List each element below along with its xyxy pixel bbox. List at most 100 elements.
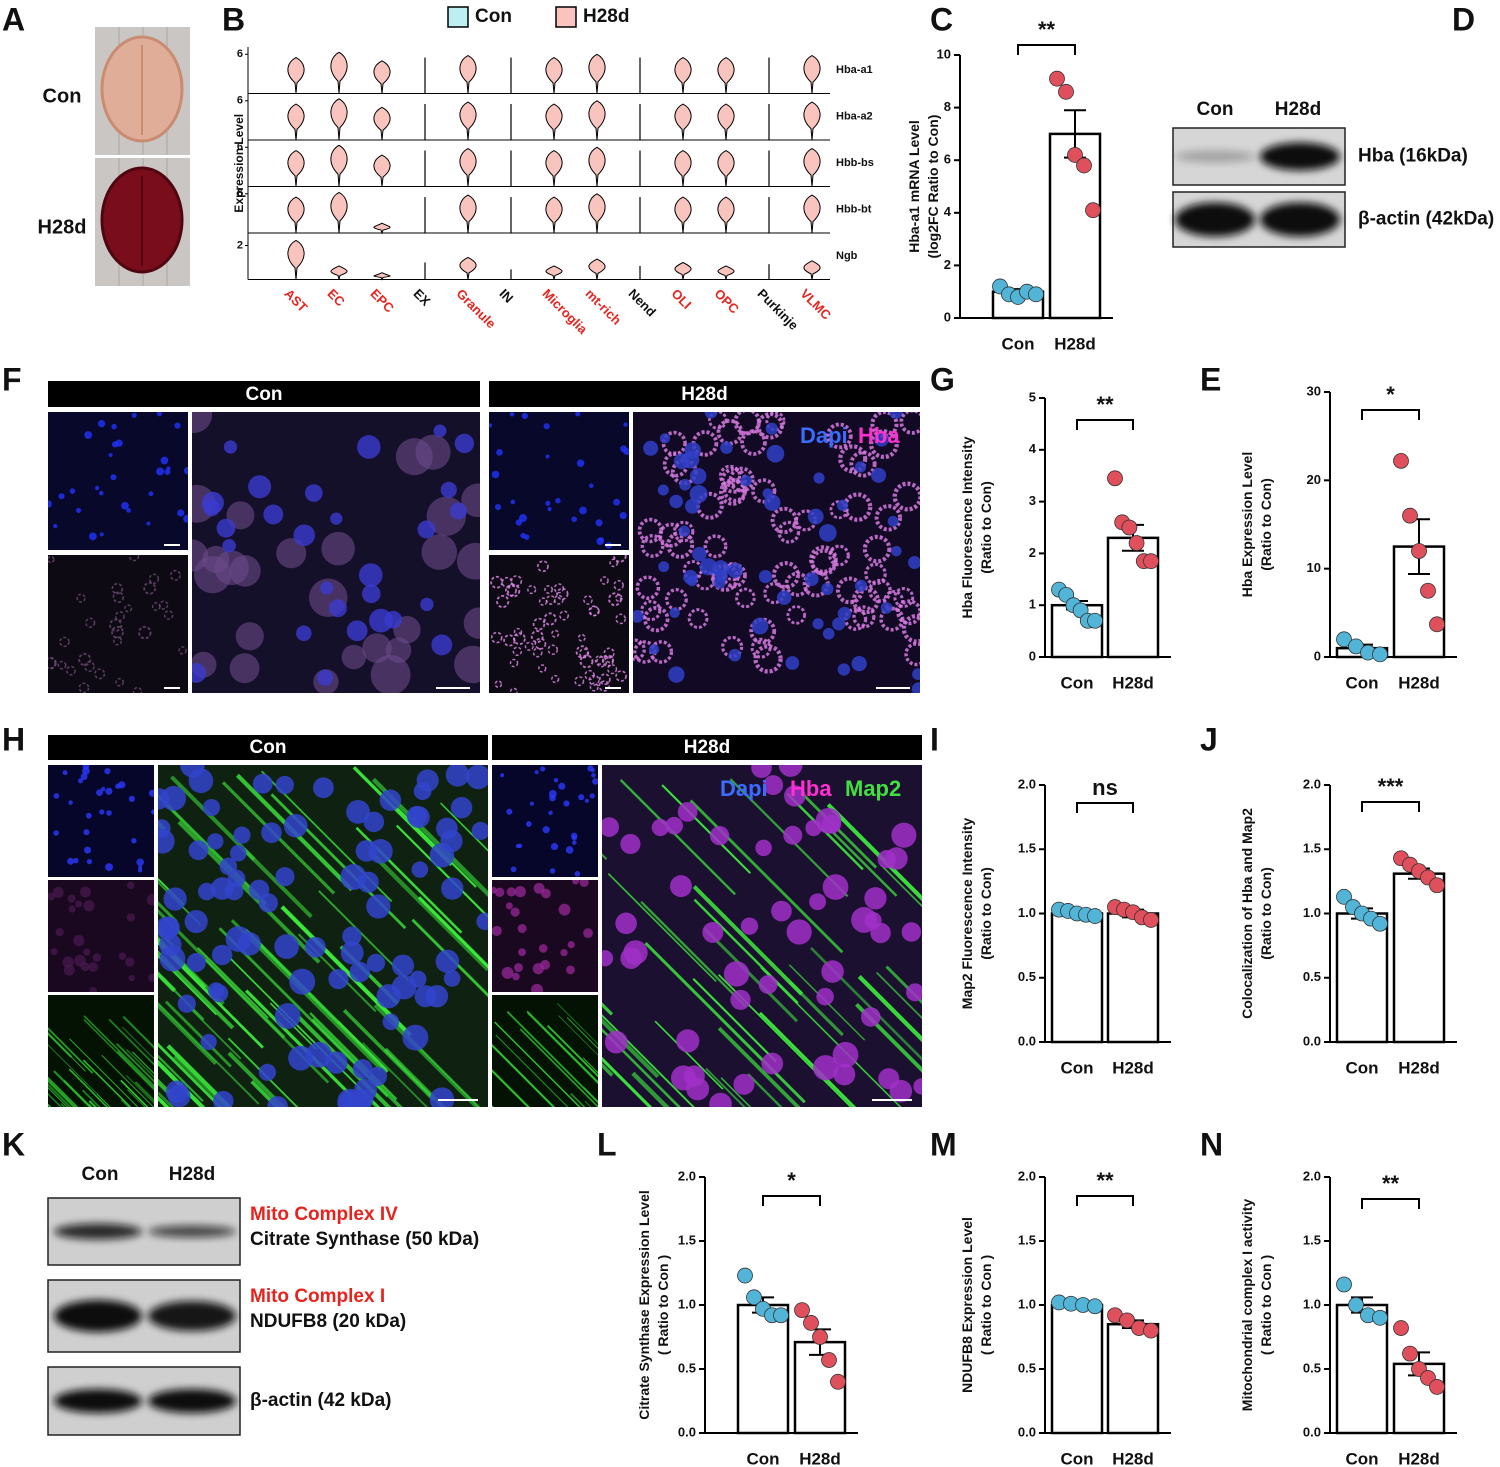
significance-label: ** [1382,1171,1400,1196]
cell [53,793,60,799]
cell [379,789,402,811]
cell [812,1055,839,1081]
cell [692,546,707,562]
cell [94,485,100,491]
fiber [640,901,747,1008]
fiber [556,1003,598,1045]
cell [689,467,707,485]
cell [633,638,646,661]
fiber [132,1051,154,1075]
cell [121,501,129,510]
legend-swatch [447,6,469,28]
band-label: β-actin (42 kDa) [250,1390,391,1411]
cell [572,880,580,885]
cell [547,644,559,655]
y-axis-label: (Ratio to Con) [978,867,994,960]
cell [751,765,772,778]
cell [151,809,154,815]
panel-label: J [1200,721,1218,757]
group-header-label: H28d [681,384,727,405]
fiber [417,896,488,969]
cell [125,957,135,967]
cell [248,475,272,499]
cell [756,412,784,440]
cell [740,475,752,487]
cell [421,534,458,570]
cell [84,846,92,854]
cell [619,512,627,520]
fiber [82,1059,132,1107]
cell [494,503,502,511]
fiber [117,1050,154,1089]
fiber [720,1077,752,1107]
violin [545,56,563,94]
cell [807,508,824,525]
x-tick-label: H28d [1112,673,1154,692]
fiber [717,1026,801,1107]
cell [520,532,526,539]
cell [186,952,206,972]
y-tick-label: 1.5 [1303,1232,1321,1247]
fiber [116,1043,154,1083]
cell [828,544,850,567]
cell [758,975,778,994]
cell [777,520,801,544]
image-background [48,412,188,550]
micrograph [602,765,922,1107]
cell [723,961,750,987]
cell [112,591,125,603]
cell [99,532,104,537]
violin [459,194,477,234]
cell [126,881,135,890]
cell [874,504,903,532]
x-tick-label: IN [496,286,516,306]
cell [263,504,284,525]
fiber [692,977,777,1063]
fiber [242,847,313,919]
cell [615,670,627,682]
fiber [692,885,804,996]
significance-bracket [1076,419,1134,430]
cell [68,905,76,913]
cell [59,636,70,648]
legend-swatch [555,6,577,28]
cell [317,669,334,686]
cell [514,963,523,972]
image-background [48,555,188,693]
cell [501,966,514,979]
cell [566,965,575,975]
cell [513,632,526,646]
y-tick-label: 5 [1029,389,1036,404]
y-tick-label: 1.0 [1303,905,1321,920]
cell [549,794,556,802]
fiber [506,1010,598,1104]
cell [677,802,698,822]
cell [252,773,273,794]
y-tick-label: 2.0 [1303,1168,1321,1183]
cell [115,439,123,447]
cell [786,919,812,945]
fiber [125,1075,154,1104]
cell [558,782,566,790]
x-tick-label: Purkinje [754,286,801,333]
cell [69,488,76,494]
cell [454,645,480,684]
data-point [1028,286,1044,303]
fiber [369,850,488,972]
violin [588,193,606,234]
cell [52,886,64,898]
cell [476,912,488,931]
cell [167,1084,191,1107]
cell [637,517,664,544]
cell [727,562,743,579]
cell [362,633,392,663]
cell [416,769,439,792]
cell [838,444,868,474]
x-tick-label: Microglia [539,286,591,338]
cell [714,569,728,583]
fiber [631,1071,670,1107]
cell [441,877,464,900]
lane-label: H28d [1275,99,1321,120]
cell [492,886,497,894]
cell [718,464,742,487]
